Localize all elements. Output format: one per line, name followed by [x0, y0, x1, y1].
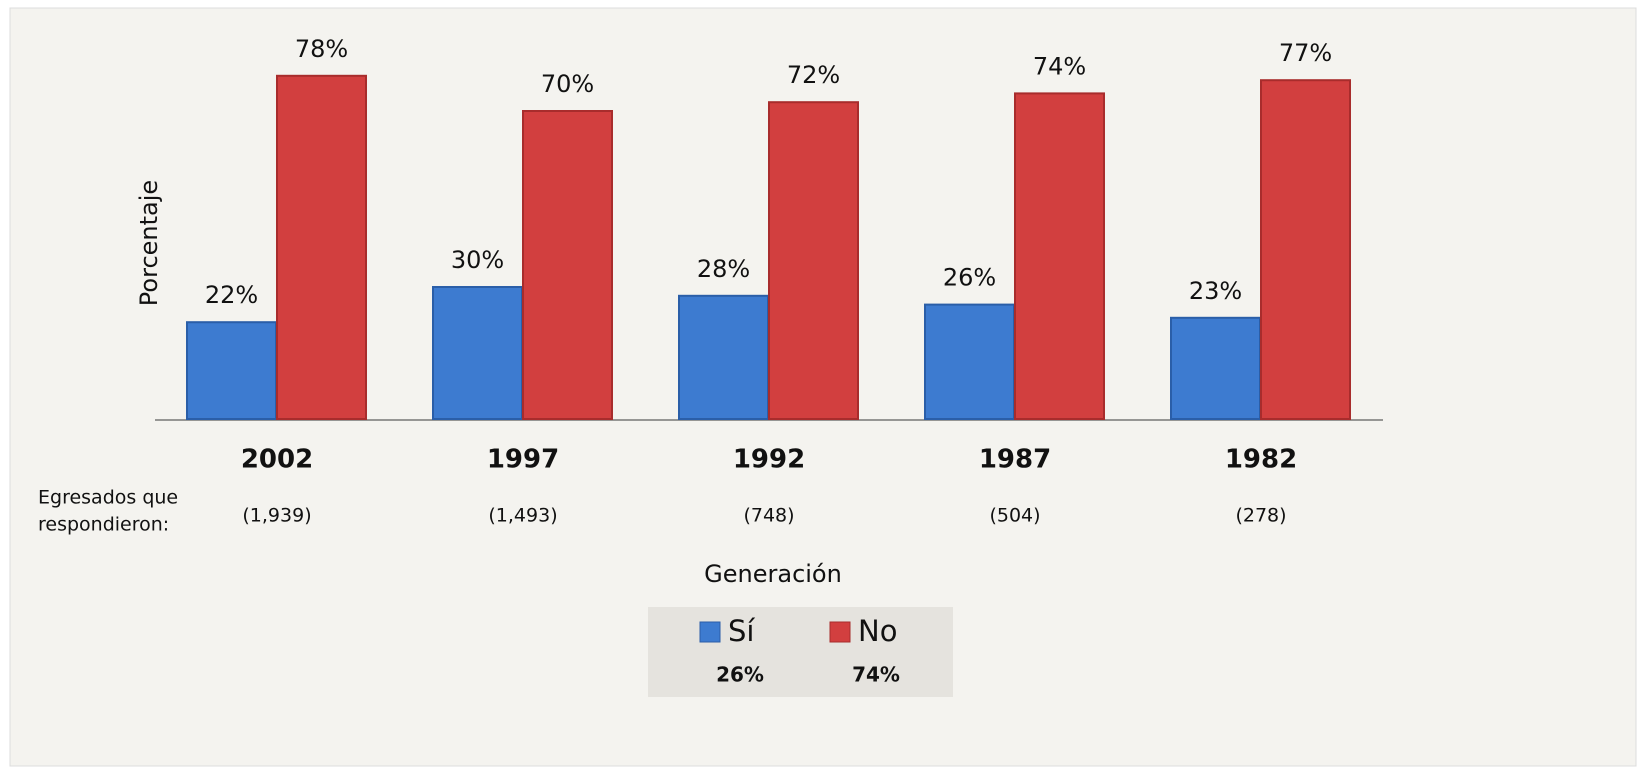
bar: [276, 74, 367, 421]
data-label: 72%: [787, 61, 840, 89]
legend-label: Sí: [728, 614, 755, 648]
data-label: 78%: [295, 35, 348, 63]
legend-box: [648, 607, 953, 697]
x-tick-label: 2002: [241, 445, 313, 475]
respondents-label: respondieron:: [38, 514, 169, 536]
data-label: 23%: [1189, 277, 1242, 305]
respondents-label: Egresados que: [38, 487, 178, 509]
legend-total: 74%: [852, 663, 900, 687]
legend-swatch: [699, 621, 721, 643]
x-tick-label: 1992: [733, 445, 805, 475]
data-label: 26%: [943, 264, 996, 292]
bar: [678, 294, 769, 420]
legend-label: No: [858, 614, 897, 648]
legend-total: 26%: [716, 663, 764, 687]
bar: [432, 286, 523, 420]
respondents-count: (278): [1235, 505, 1286, 527]
x-tick-label: 1982: [1225, 445, 1297, 475]
bar: [924, 303, 1015, 421]
respondents-count: (1,493): [488, 505, 557, 527]
data-label: 28%: [697, 255, 750, 283]
data-label: 30%: [451, 246, 504, 274]
respondents-count: (504): [989, 505, 1040, 527]
bar: [522, 110, 613, 420]
respondents-count: (748): [743, 505, 794, 527]
legend-swatch: [829, 621, 851, 643]
bar: [186, 321, 277, 421]
bar: [1170, 316, 1261, 420]
bar: [1260, 79, 1351, 420]
bar: [768, 101, 859, 420]
x-axis-label: Generación: [704, 560, 842, 588]
x-tick-label: 1987: [979, 445, 1051, 475]
y-axis-label: Porcentaje: [135, 180, 163, 306]
x-tick-label: 1997: [487, 445, 559, 475]
respondents-count: (1,939): [242, 505, 311, 527]
data-label: 70%: [541, 70, 594, 98]
data-label: 77%: [1279, 39, 1332, 67]
data-label: 74%: [1033, 52, 1086, 80]
bar: [1014, 92, 1105, 421]
data-label: 22%: [205, 281, 258, 309]
